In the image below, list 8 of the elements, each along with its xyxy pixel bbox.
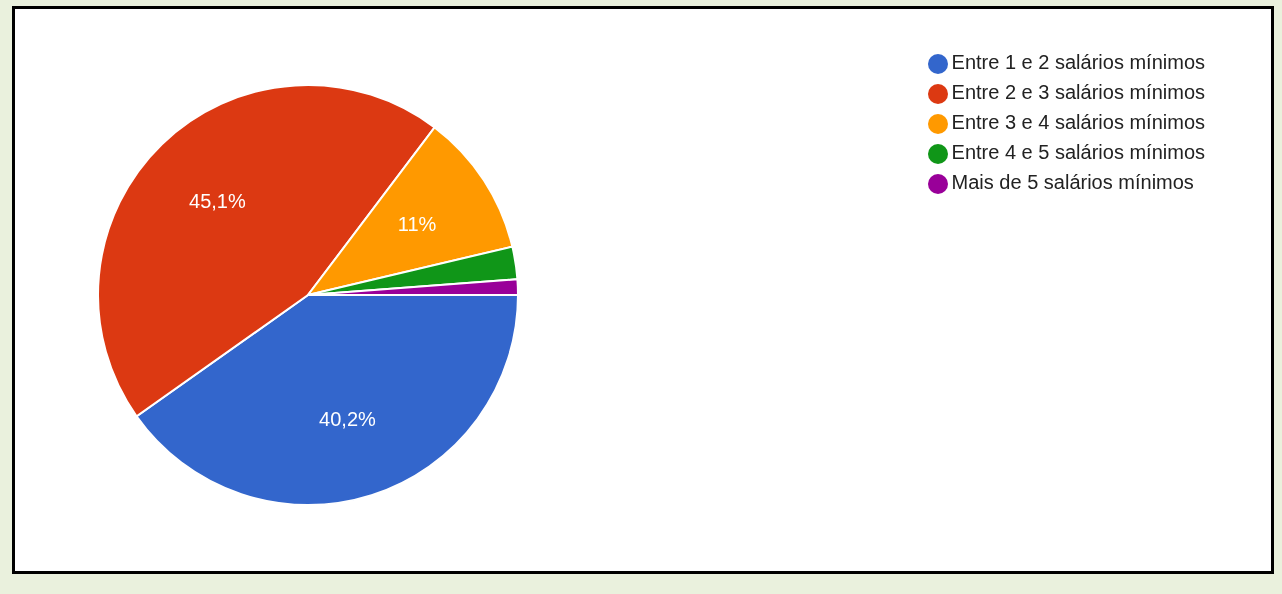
data-label: 45,1% — [189, 190, 246, 213]
legend-label: Entre 1 e 2 salários mínimos — [951, 51, 1205, 73]
data-label: 11% — [397, 212, 437, 235]
legend-label: Mais de 5 salários mínimos — [951, 171, 1194, 193]
legend-label: Entre 2 e 3 salários mínimos — [951, 81, 1205, 103]
data-label: 40,2% — [319, 408, 377, 431]
legend-label: Entre 4 e 5 salários mínimos — [951, 141, 1205, 163]
legend-label: Entre 3 e 4 salários mínimos — [951, 111, 1205, 133]
